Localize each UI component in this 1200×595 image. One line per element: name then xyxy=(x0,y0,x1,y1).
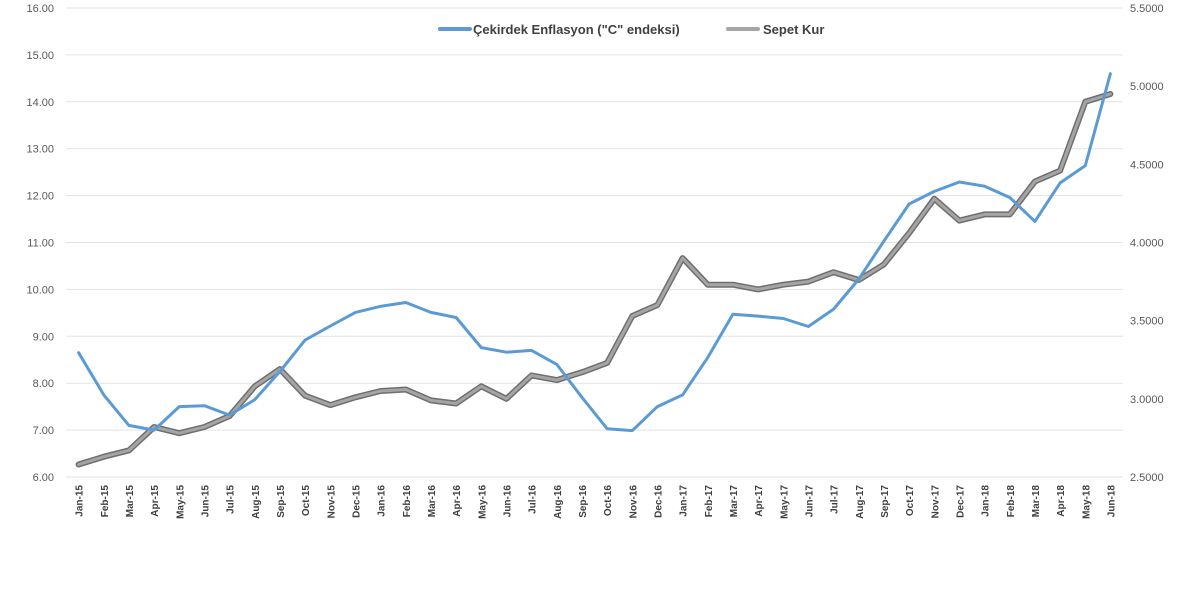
left-tick-label: 13.00 xyxy=(26,144,54,156)
right-tick-label: 5.0000 xyxy=(1130,81,1164,93)
gridlines xyxy=(66,7,1123,478)
left-tick-label: 14.00 xyxy=(26,97,54,109)
x-tick-label: Mar-18 xyxy=(1031,485,1042,518)
x-tick-label: Jan-16 xyxy=(377,485,388,517)
x-axis-tick-labels: Jan-15 Feb-15 Mar-15 Apr-15 May-15 Jun-15 Jul-… xyxy=(75,485,1118,519)
x-tick-label: Aug-15 xyxy=(251,485,262,519)
legend: Çekirdek Enflasyon ("C" endeksi) Sepet K… xyxy=(438,22,824,37)
legend-item-1: Çekirdek Enflasyon ("C" endeksi) xyxy=(438,22,680,37)
left-tick-label: 12.00 xyxy=(26,191,54,203)
x-tick-label: Feb-18 xyxy=(1006,485,1017,518)
left-tick-label: 8.00 xyxy=(33,378,54,390)
legend-item-2: Sepet Kur xyxy=(726,22,824,37)
legend-label-core-inflation: Çekirdek Enflasyon ("C" endeksi) xyxy=(473,22,680,37)
x-tick-label: Apr-16 xyxy=(452,485,463,517)
x-tick-label: Sep-15 xyxy=(276,485,287,518)
x-tick-label: Nov-17 xyxy=(930,485,941,519)
right-tick-label: 2.5000 xyxy=(1130,472,1164,484)
x-tick-label: Nov-15 xyxy=(326,485,337,519)
x-tick-label: May-15 xyxy=(175,485,186,519)
x-tick-label: Feb-15 xyxy=(100,485,111,518)
left-tick-label: 15.00 xyxy=(26,50,54,62)
series-line-core-inflation xyxy=(77,72,1112,433)
right-tick-label: 4.5000 xyxy=(1130,159,1164,171)
x-tick-label: Jul-17 xyxy=(830,485,841,514)
legend-label-sepet-kur: Sepet Kur xyxy=(763,22,824,37)
left-tick-label: 6.00 xyxy=(33,472,54,484)
series-line-sepet-kur xyxy=(77,92,1112,466)
x-tick-label: Sep-16 xyxy=(578,485,589,518)
x-tick-label: Oct-16 xyxy=(603,485,614,517)
x-tick-label: May-17 xyxy=(779,485,790,519)
series-lines xyxy=(75,72,1114,468)
x-tick-label: Dec-15 xyxy=(351,485,362,518)
x-tick-label: Sep-17 xyxy=(880,485,891,518)
right-tick-label: 3.0000 xyxy=(1130,394,1164,406)
x-tick-label: Nov-16 xyxy=(628,485,639,519)
x-tick-label: Jan-15 xyxy=(75,485,86,517)
x-tick-label: Dec-16 xyxy=(653,485,664,518)
x-tick-label: Jul-16 xyxy=(528,485,539,514)
x-tick-label: Oct-17 xyxy=(905,485,916,517)
x-tick-label: Mar-17 xyxy=(729,485,740,518)
left-axis-tick-labels: 6.00 7.00 8.00 9.00 10.00 11.00 12.00 13.00 14.0… xyxy=(26,3,54,484)
left-tick-label: 9.00 xyxy=(33,331,54,343)
x-tick-label: Dec-17 xyxy=(955,485,966,518)
left-tick-label: 11.00 xyxy=(27,238,54,250)
x-tick-label: May-16 xyxy=(477,485,488,519)
x-tick-label: Apr-18 xyxy=(1056,485,1067,517)
x-tick-label: Mar-16 xyxy=(427,485,438,518)
x-tick-label: Aug-16 xyxy=(553,485,564,519)
x-tick-label: Jun-18 xyxy=(1106,485,1117,518)
x-tick-label: Jun-17 xyxy=(804,485,815,518)
x-tick-label: Jun-15 xyxy=(200,485,211,518)
x-tick-label: Jul-15 xyxy=(226,485,237,514)
right-tick-label: 5.5000 xyxy=(1130,3,1164,15)
series-line-sepet-kur-shadow xyxy=(75,91,1114,468)
x-tick-label: Mar-15 xyxy=(125,485,136,518)
right-tick-label: 4.0000 xyxy=(1130,238,1164,250)
x-tick-label: Jun-16 xyxy=(502,485,513,518)
x-tick-label: Aug-17 xyxy=(855,485,866,519)
x-tick-label: May-18 xyxy=(1081,485,1092,519)
x-tick-label: Oct-15 xyxy=(301,485,312,517)
x-tick-label: Apr-15 xyxy=(150,485,161,517)
x-tick-label: Jan-17 xyxy=(679,485,690,517)
x-tick-label: Feb-17 xyxy=(704,485,715,518)
left-tick-label: 7.00 xyxy=(33,425,54,437)
x-tick-label: Jan-18 xyxy=(981,485,992,517)
right-axis-tick-labels: 2.5000 3.0000 3.5000 4.0000 4.5000 5.0000 5.50… xyxy=(1130,3,1164,484)
x-tick-label: Apr-17 xyxy=(754,485,765,517)
left-tick-label: 16.00 xyxy=(26,3,54,15)
right-tick-label: 3.5000 xyxy=(1130,316,1164,328)
x-tick-label: Feb-16 xyxy=(402,485,413,518)
left-tick-label: 10.00 xyxy=(26,284,54,296)
